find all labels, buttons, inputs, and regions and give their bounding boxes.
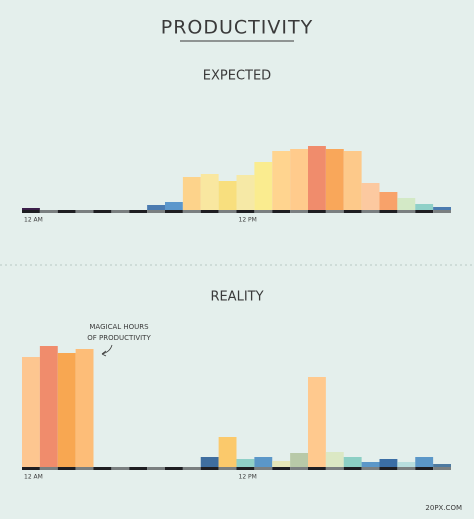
timeline-segment: [308, 210, 326, 213]
timeline-segment: [57, 210, 76, 213]
bar: [308, 377, 326, 467]
bar: [272, 151, 291, 210]
bar: [325, 452, 344, 467]
bar: [218, 181, 237, 210]
bar: [415, 457, 434, 467]
bar: [39, 346, 58, 467]
bar: [254, 457, 273, 467]
timeline-segment: [379, 467, 398, 470]
timeline-segment: [433, 210, 451, 213]
bar: [361, 462, 380, 467]
bar: [272, 461, 291, 467]
bar: [165, 202, 183, 210]
bar: [200, 174, 219, 210]
timeline-segment: [397, 467, 416, 470]
timeline-segment: [22, 210, 40, 213]
timeline-segment: [218, 467, 237, 470]
x-tick-label: 12 PM: [239, 474, 257, 481]
timeline-segment: [236, 467, 255, 470]
bar: [22, 357, 40, 467]
x-tick-label: 12 PM: [239, 217, 257, 224]
bar: [218, 437, 237, 467]
timeline-segment: [254, 467, 273, 470]
bar: [147, 205, 165, 210]
bar: [236, 175, 255, 210]
timeline-segment: [75, 467, 94, 470]
timeline-segment: [325, 210, 344, 213]
bar: [379, 192, 398, 210]
bar: [343, 457, 362, 467]
timeline-segment: [182, 210, 201, 213]
chart-title: REALITY: [210, 290, 263, 305]
bar: [361, 183, 380, 210]
timeline-segment: [254, 210, 273, 213]
timeline-segment: [200, 467, 219, 470]
timeline-segment: [343, 467, 362, 470]
credit: 20PX.COM: [425, 504, 462, 512]
bar: [397, 462, 416, 467]
bar: [290, 453, 308, 467]
timeline-segment: [111, 210, 130, 213]
annotation: OF PRODUCTIVITY: [87, 334, 151, 342]
timeline-segment: [415, 210, 434, 213]
x-tick-label: 12 AM: [24, 474, 43, 481]
timeline-segment: [75, 210, 94, 213]
bar: [75, 349, 94, 467]
annotation: MAGICAL HOURS: [89, 323, 149, 331]
timeline-segment: [361, 467, 380, 470]
bar: [433, 207, 451, 210]
page-title: PRODUCTIVITY: [161, 17, 313, 39]
timeline-segment: [272, 210, 291, 213]
bar: [343, 151, 362, 210]
bar: [200, 457, 219, 467]
timeline-segment: [39, 210, 58, 213]
timeline-segment: [290, 467, 308, 470]
bar: [379, 459, 398, 467]
timeline-segment: [200, 210, 219, 213]
timeline-segment: [165, 210, 183, 213]
timeline-segment: [361, 210, 380, 213]
bar: [325, 149, 344, 210]
bar: [236, 459, 255, 467]
timeline-segment: [272, 467, 291, 470]
timeline-segment: [218, 210, 237, 213]
timeline-segment: [165, 467, 183, 470]
annotation-arrow: [101, 344, 113, 357]
timeline-segment: [22, 467, 40, 470]
x-tick-label: 12 AM: [24, 217, 43, 224]
timeline-segment: [129, 467, 148, 470]
timeline-segment: [129, 210, 148, 213]
timeline-segment: [379, 210, 398, 213]
bar: [254, 162, 273, 210]
bar: [433, 464, 451, 467]
timeline-segment: [415, 467, 434, 470]
bar: [57, 353, 76, 467]
bar: [397, 198, 416, 210]
chart-title: EXPECTED: [203, 69, 271, 84]
bar: [308, 146, 326, 210]
timeline-segment: [290, 210, 308, 213]
timeline-segment: [93, 467, 112, 470]
timeline-segment: [308, 467, 326, 470]
timeline-segment: [57, 467, 76, 470]
timeline-segment: [182, 467, 201, 470]
bar: [290, 149, 308, 210]
timeline-segment: [39, 467, 58, 470]
timeline-segment: [111, 467, 130, 470]
timeline-segment: [343, 210, 362, 213]
timeline-segment: [433, 467, 451, 470]
timeline-segment: [147, 467, 165, 470]
bar: [182, 177, 201, 210]
bar: [22, 208, 40, 210]
timeline-segment: [93, 210, 112, 213]
timeline-segment: [147, 210, 165, 213]
timeline-segment: [325, 467, 344, 470]
timeline-segment: [236, 210, 255, 213]
timeline-segment: [397, 210, 416, 213]
bar: [415, 204, 434, 210]
